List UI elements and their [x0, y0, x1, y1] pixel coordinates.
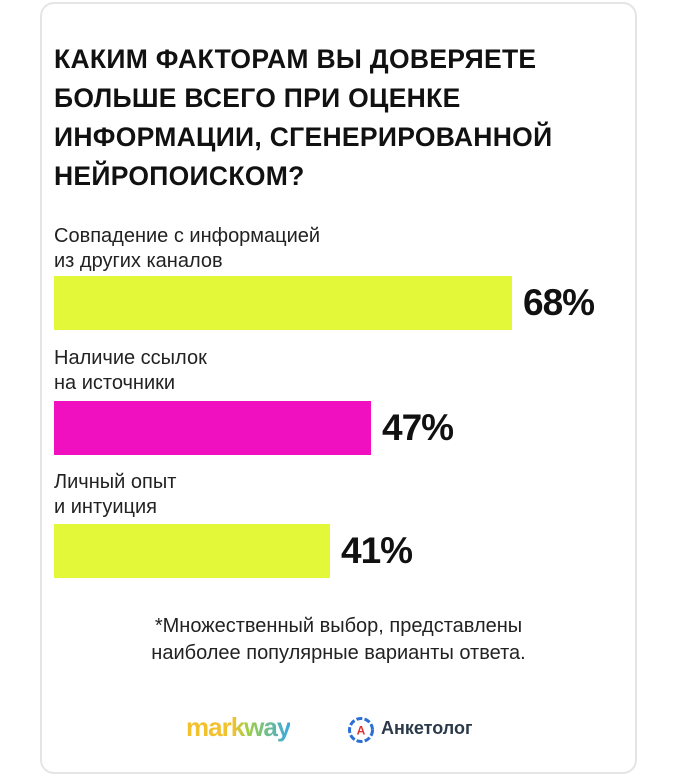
chart-title: Каким факторам вы доверяете больше всего…: [54, 44, 553, 191]
category-label: Наличие ссылок на источники: [54, 347, 207, 394]
footnote: *Множественный выбор, представлены наибо…: [151, 615, 526, 664]
category-label: Личный опыт и интуиция: [54, 471, 177, 518]
logos-row: markway А Анкетолог: [0, 712, 680, 748]
value-label: 41%: [341, 530, 413, 571]
bar: [54, 401, 371, 455]
bar: [54, 524, 330, 578]
anketolog-icon-letter: А: [357, 724, 366, 738]
category-label: Совпадение с информацией из других канал…: [54, 225, 321, 272]
value-label: 47%: [382, 407, 454, 448]
chart-card: [40, 2, 637, 774]
markway-logo: markway: [186, 712, 291, 742]
bar: [54, 276, 512, 330]
anketolog-logo-text: Анкетолог: [381, 718, 473, 738]
anketolog-logo-icon: А: [348, 717, 374, 743]
value-label: 68%: [523, 282, 595, 323]
